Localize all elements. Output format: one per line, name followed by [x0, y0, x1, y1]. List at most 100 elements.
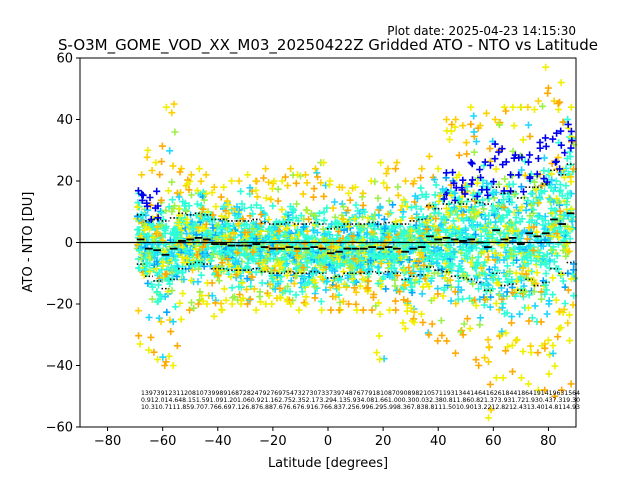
data-point: [338, 211, 346, 219]
data-point: [142, 259, 150, 267]
data-point: [153, 187, 161, 195]
data-point: [492, 165, 500, 173]
data-point: [328, 220, 336, 228]
data-point: [455, 262, 463, 270]
data-point: [344, 206, 352, 214]
data-point: [557, 79, 565, 87]
data-point: [557, 271, 565, 279]
data-point: [276, 219, 284, 227]
y-tick-label: 60: [56, 52, 73, 67]
data-point: [559, 118, 567, 126]
data-point: [546, 351, 554, 359]
data-point: [485, 358, 492, 366]
data-point: [428, 274, 436, 282]
data-point: [382, 170, 390, 177]
data-point: [526, 242, 534, 249]
data-point: [480, 205, 488, 213]
data-point: [310, 193, 317, 201]
data-point: [252, 306, 260, 314]
data-point: [144, 249, 152, 257]
data-point: [496, 332, 504, 340]
data-point: [549, 274, 557, 282]
data-point: [417, 267, 425, 275]
data-point: [265, 178, 273, 186]
data-point: [551, 392, 559, 400]
data-point: [233, 203, 241, 211]
data-point: [281, 287, 289, 295]
data-point: [194, 278, 202, 286]
data-point: [261, 217, 269, 225]
data-point: [218, 212, 226, 220]
data-point: [431, 176, 438, 184]
data-point: [407, 278, 415, 286]
data-point: [417, 249, 424, 257]
data-point: [463, 315, 471, 323]
data-point: [472, 210, 480, 218]
data-point: [447, 283, 455, 291]
data-point: [499, 161, 507, 169]
data-point: [502, 158, 510, 166]
data-point: [472, 302, 480, 310]
data-point: [524, 304, 532, 312]
data-point: [220, 285, 228, 293]
data-point: [497, 251, 504, 259]
data-point: [368, 306, 376, 314]
data-point: [359, 201, 367, 209]
data-point: [555, 106, 562, 113]
data-point: [368, 228, 376, 236]
data-point: [134, 226, 141, 234]
data-point: [458, 184, 466, 192]
data-point: [424, 203, 432, 211]
data-point: [518, 153, 526, 161]
data-point: [522, 206, 530, 214]
data-point: [283, 224, 291, 232]
data-point: [390, 259, 398, 267]
data-point: [447, 297, 455, 305]
data-point: [509, 147, 517, 155]
x-tick-label: 80: [540, 434, 557, 449]
data-point: [554, 199, 562, 207]
data-point: [419, 318, 427, 326]
data-point: [139, 191, 147, 199]
data-point: [475, 285, 482, 293]
data-point: [291, 221, 299, 229]
data-point: [163, 308, 171, 316]
data-point: [552, 296, 560, 304]
data-point: [484, 281, 492, 289]
data-point: [560, 211, 568, 219]
data-point: [542, 142, 550, 150]
data-point: [555, 234, 563, 241]
data-point: [557, 169, 565, 177]
data-point: [556, 165, 564, 173]
data-point: [212, 235, 220, 243]
y-axis-label: ATO - NTO [DU]: [21, 192, 36, 293]
data-point: [434, 337, 442, 345]
data-point: [225, 209, 233, 217]
data-point: [282, 210, 290, 218]
data-point: [240, 250, 248, 258]
data-point: [402, 177, 410, 185]
data-point: [284, 182, 292, 190]
data-point: [141, 250, 149, 258]
data-point: [173, 342, 181, 350]
data-point: [150, 247, 158, 255]
data-point: [342, 257, 350, 265]
data-point: [197, 202, 205, 209]
data-point: [446, 276, 454, 284]
data-point: [270, 177, 278, 185]
y-tick-label: −40: [46, 359, 73, 374]
data-point: [496, 121, 503, 129]
data-point: [567, 380, 575, 388]
data-point: [373, 253, 381, 261]
data-point: [136, 340, 144, 348]
data-point: [168, 178, 176, 186]
x-axis-ticks: −80 −60 −40 −20 0 20 40 60 80: [94, 427, 557, 449]
data-point: [202, 171, 210, 179]
data-point: [175, 205, 183, 213]
data-point: [551, 362, 559, 370]
data-point: [525, 291, 533, 299]
data-point: [554, 240, 562, 248]
data-point: [249, 210, 257, 218]
data-point: [543, 310, 551, 318]
data-point: [448, 261, 456, 269]
